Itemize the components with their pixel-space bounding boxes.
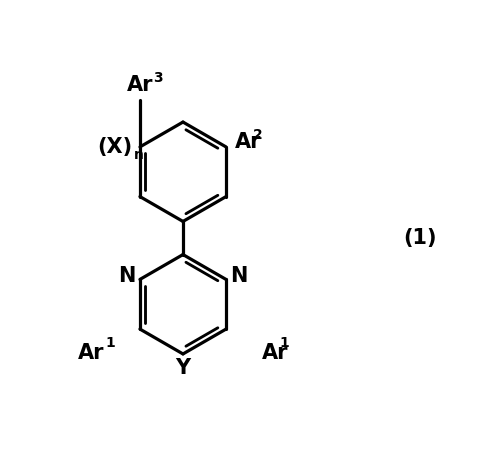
Text: 3: 3 <box>153 71 163 85</box>
Text: Y: Y <box>175 358 190 378</box>
Text: N: N <box>230 266 247 286</box>
Text: 1: 1 <box>105 336 115 350</box>
Text: n: n <box>134 149 143 162</box>
Text: Ar: Ar <box>261 343 287 363</box>
Text: (X): (X) <box>98 137 133 157</box>
Text: 1: 1 <box>279 336 288 350</box>
Text: N: N <box>118 266 135 286</box>
Text: 2: 2 <box>252 128 262 142</box>
Text: (1): (1) <box>402 228 435 248</box>
Text: Ar: Ar <box>234 132 261 152</box>
Text: Ar: Ar <box>78 343 104 363</box>
Text: Ar: Ar <box>126 75 153 95</box>
